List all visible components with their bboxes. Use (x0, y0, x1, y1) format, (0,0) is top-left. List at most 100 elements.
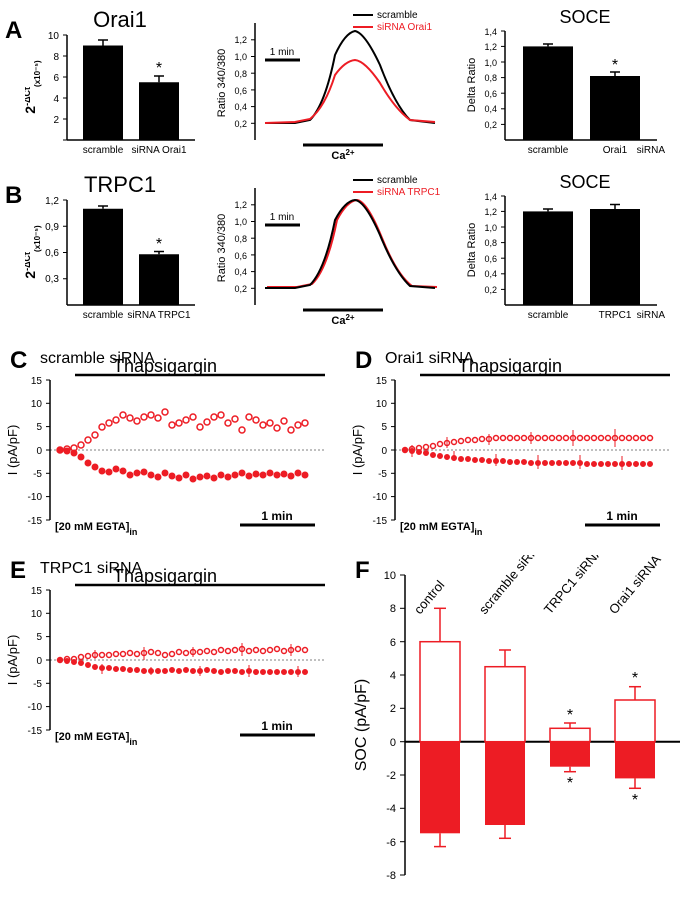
svg-text:8: 8 (53, 52, 59, 63)
svg-text:1,2: 1,2 (484, 42, 497, 52)
panel-e-chart: TRPC1 siRNA Thapsigargin 15 10 5 0 -5 -1… (5, 555, 345, 755)
svg-text:scramble: scramble (377, 10, 418, 21)
svg-text:0: 0 (390, 737, 396, 749)
bar-sirna (139, 82, 179, 140)
svg-text:0,9: 0,9 (45, 222, 59, 233)
svg-text:-10: -10 (28, 492, 43, 503)
panel-a-trace: scramble siRNA Orai1 0,2 0,4 0,6 0,8 1,0… (215, 5, 445, 170)
svg-text:SOCE: SOCE (559, 172, 610, 192)
svg-text:[20 mM EGTA]in: [20 mM EGTA]in (55, 731, 137, 747)
svg-text:-8: -8 (386, 870, 396, 882)
svg-text:0,6: 0,6 (45, 248, 59, 259)
svg-text:1,2: 1,2 (234, 200, 247, 210)
panel-c-chart: scramble siRNA Thapsigargin 15 10 5 0 -5… (5, 345, 345, 545)
svg-text:scramble: scramble (83, 310, 124, 321)
svg-text:0,4: 0,4 (484, 104, 497, 114)
svg-text:2: 2 (53, 115, 59, 126)
svg-text:Ca2+: Ca2+ (331, 313, 355, 328)
svg-text:0,8: 0,8 (234, 234, 247, 244)
svg-text:4: 4 (390, 670, 396, 682)
svg-text:-15: -15 (373, 516, 388, 527)
svg-text:Thapsigargin: Thapsigargin (113, 356, 217, 376)
panel-b-soce: SOCE 0,2 0,4 0,6 0,8 1,0 1,2 1,4 Delta R… (465, 170, 670, 335)
svg-text:Orai1 siRNA: Orai1 siRNA (606, 555, 664, 617)
svg-text:6: 6 (390, 637, 396, 649)
svg-text:4: 4 (53, 94, 59, 105)
panel-a-soce: SOCE 0,2 0,4 0,6 0,8 1,0 1,2 1,4 Delta R… (465, 5, 670, 170)
panel-f-chart: 10 8 6 4 2 0 -2 -4 -6 -8 SOC (pA/pF) con… (350, 555, 690, 895)
svg-text:siRNA: siRNA (637, 310, 666, 321)
svg-text:-15: -15 (28, 726, 43, 737)
svg-text:*: * (156, 236, 162, 253)
svg-text:scramble siRNA: scramble siRNA (476, 555, 548, 617)
svg-text:*: * (567, 707, 573, 724)
svg-text:TRPC1 siRNA: TRPC1 siRNA (541, 555, 606, 617)
svg-text:Ratio 340/380: Ratio 340/380 (216, 49, 228, 118)
svg-text:0,4: 0,4 (234, 267, 247, 277)
svg-text:Thapsigargin: Thapsigargin (458, 356, 562, 376)
svg-text:0,4: 0,4 (234, 102, 247, 112)
svg-text:I (pA/pF): I (pA/pF) (5, 425, 20, 476)
svg-text:1,2: 1,2 (484, 207, 497, 217)
panel-a-barchart: Orai1 2 4 6 8 10 2-ΔCt(x10⁻⁵) * scramble… (25, 5, 205, 170)
svg-text:8: 8 (390, 603, 396, 615)
svg-text:siRNA Orai1: siRNA Orai1 (131, 145, 186, 156)
svg-text:siRNA TRPC1: siRNA TRPC1 (127, 310, 191, 321)
svg-text:*: * (567, 775, 573, 792)
svg-text:-15: -15 (28, 516, 43, 527)
svg-text:10: 10 (376, 399, 388, 410)
svg-text:2: 2 (390, 703, 396, 715)
svg-text:5: 5 (381, 422, 387, 433)
panel-d-chart: Orai1 siRNA Thapsigargin 15 10 5 0 -5 -1… (350, 345, 690, 545)
svg-text:1,0: 1,0 (484, 58, 497, 68)
svg-text:0,6: 0,6 (234, 86, 247, 96)
svg-text:I (pA/pF): I (pA/pF) (5, 635, 20, 686)
svg-text:1,4: 1,4 (484, 27, 497, 37)
panel-b-trace: scramble siRNA TRPC1 0,2 0,4 0,6 0,8 1,0… (215, 170, 445, 335)
svg-text:10: 10 (31, 399, 43, 410)
svg-text:-6: -6 (386, 837, 396, 849)
svg-text:0,4: 0,4 (484, 269, 497, 279)
svg-text:-4: -4 (386, 803, 396, 815)
svg-text:[20 mM EGTA]in: [20 mM EGTA]in (55, 521, 137, 537)
svg-text:2-ΔCt(x10⁻⁵): 2-ΔCt(x10⁻⁵) (25, 225, 42, 279)
svg-text:SOCE: SOCE (559, 7, 610, 27)
svg-text:10: 10 (384, 570, 396, 582)
svg-text:0: 0 (381, 446, 387, 457)
svg-text:TRPC1: TRPC1 (599, 310, 632, 321)
svg-text:0,6: 0,6 (484, 89, 497, 99)
svg-text:0,8: 0,8 (484, 238, 497, 248)
svg-text:0,8: 0,8 (234, 69, 247, 79)
svg-text:15: 15 (31, 376, 43, 387)
svg-text:1,0: 1,0 (234, 217, 247, 227)
svg-text:-5: -5 (33, 469, 42, 480)
svg-text:SOC (pA/pF): SOC (pA/pF) (353, 679, 370, 771)
svg-text:1 min: 1 min (606, 509, 637, 523)
svg-text:*: * (612, 57, 618, 74)
svg-text:1 min: 1 min (270, 212, 294, 223)
svg-text:*: * (632, 792, 638, 809)
svg-text:0,6: 0,6 (484, 254, 497, 264)
svg-text:0: 0 (36, 656, 42, 667)
svg-text:1 min: 1 min (261, 719, 292, 733)
svg-text:-2: -2 (386, 770, 396, 782)
svg-text:Ca2+: Ca2+ (331, 148, 355, 163)
svg-text:1 min: 1 min (270, 47, 294, 58)
svg-text:15: 15 (376, 376, 388, 387)
svg-text:0,8: 0,8 (484, 73, 497, 83)
svg-text:10: 10 (48, 31, 60, 42)
panel-b-label: B (5, 182, 22, 210)
svg-text:siRNA Orai1: siRNA Orai1 (377, 22, 432, 33)
svg-text:-10: -10 (373, 492, 388, 503)
svg-text:[20 mM EGTA]in: [20 mM EGTA]in (400, 521, 482, 537)
svg-text:Orai1: Orai1 (603, 145, 628, 156)
svg-text:*: * (156, 60, 162, 77)
svg-text:1 min: 1 min (261, 509, 292, 523)
svg-text:-10: -10 (28, 702, 43, 713)
svg-text:0,3: 0,3 (45, 274, 59, 285)
svg-text:1,2: 1,2 (234, 35, 247, 45)
svg-text:Delta Ratio: Delta Ratio (466, 223, 478, 277)
svg-text:scramble: scramble (528, 310, 569, 321)
svg-text:15: 15 (31, 586, 43, 597)
svg-text:*: * (632, 670, 638, 687)
